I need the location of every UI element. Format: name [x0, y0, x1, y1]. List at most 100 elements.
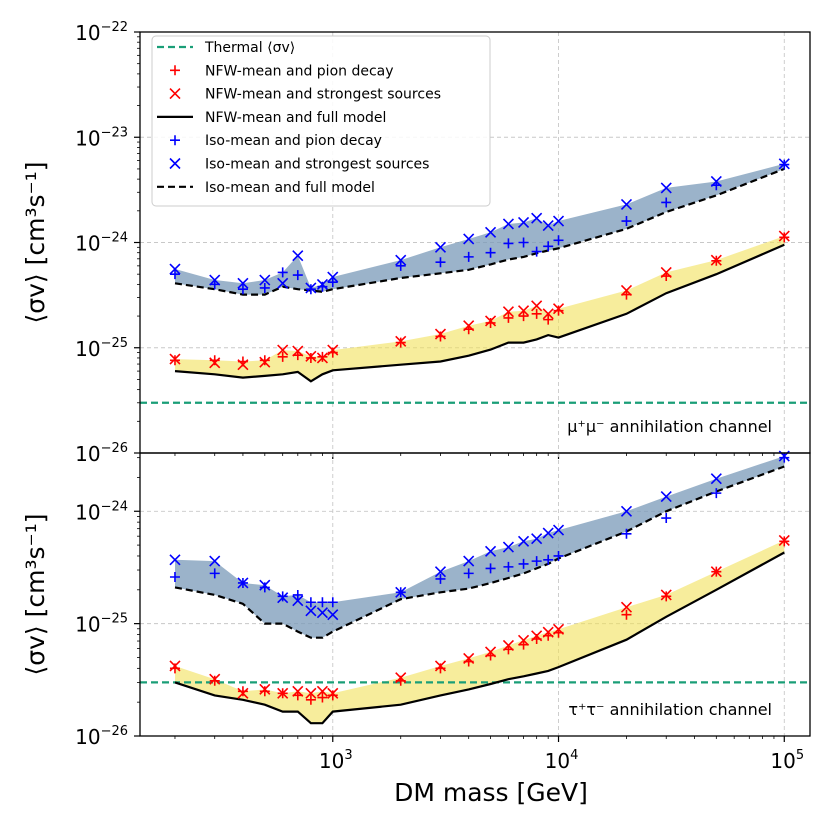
- iso-strongest-sources-marker: [395, 586, 407, 598]
- iso-strongest-sources-marker: [327, 609, 339, 621]
- x-tick-label: 105: [770, 748, 804, 773]
- nfw-strongest-sources-marker: [502, 306, 515, 318]
- nfw-pion-decay-marker: [169, 355, 180, 366]
- iso-pion-decay-marker: [277, 591, 288, 602]
- iso-strongest-sources-marker: [292, 250, 304, 262]
- iso-full-model-line: [174, 465, 785, 639]
- nfw-strongest-sources-marker: [292, 345, 304, 357]
- y-tick-label: 10−23: [75, 125, 128, 150]
- y-tick-label: 10−25: [75, 336, 128, 361]
- legend-label: NFW-mean and full model: [205, 110, 386, 126]
- nfw-strongest-sources-marker: [434, 328, 447, 340]
- nfw-pion-decay-marker: [277, 351, 288, 362]
- iso-strongest-sources-marker: [237, 277, 249, 289]
- legend-marker: [169, 157, 181, 170]
- iso-strongest-sources-marker: [277, 277, 289, 289]
- iso-pion-decay-marker: [305, 284, 316, 295]
- legend-label: Iso-mean and strongest sources: [205, 157, 429, 173]
- channel-label: τ⁺τ⁻ annihilation channel: [568, 700, 772, 719]
- iso-strongest-sources-marker: [710, 473, 722, 485]
- nfw-strongest-sources-marker: [552, 303, 565, 315]
- nfw-strongest-sources-marker: [531, 300, 543, 312]
- iso-strongest-sources-marker: [463, 555, 475, 567]
- nfw-strongest-sources-marker: [542, 308, 554, 320]
- x-tick-label: 103: [319, 748, 353, 773]
- iso-strongest-sources-marker: [259, 579, 271, 591]
- iso-strongest-sources-marker: [517, 216, 530, 229]
- iso-strongest-sources-marker: [463, 233, 475, 245]
- y-tick-label: 10−26: [75, 441, 128, 466]
- iso-pion-decay-marker: [503, 561, 514, 572]
- nfw-pion-decay-marker: [259, 686, 270, 697]
- iso-strongest-sources-marker: [209, 555, 221, 567]
- iso-pion-decay-marker: [395, 260, 406, 271]
- iso-strongest-sources-marker: [434, 241, 447, 253]
- nfw-pion-decay-marker: [779, 232, 790, 243]
- iso-strongest-sources-marker: [209, 274, 221, 286]
- nfw-strongest-sources-marker: [463, 320, 475, 332]
- nfw-pion-decay-marker: [518, 311, 529, 322]
- nfw-pion-decay-marker: [503, 312, 514, 323]
- nfw-pion-decay-marker: [543, 314, 554, 325]
- nfw-strongest-sources-marker: [237, 359, 249, 371]
- nfw-strongest-sources-marker: [305, 687, 317, 699]
- nfw-strongest-sources-marker: [316, 352, 329, 364]
- nfw-strongest-sources-marker: [259, 356, 271, 368]
- legend-label: Iso-mean and full model: [205, 180, 375, 196]
- x-axis-label: DM mass [GeV]: [394, 778, 588, 807]
- iso-pion-decay-marker: [292, 270, 303, 281]
- iso-strongest-sources-marker: [542, 527, 554, 539]
- iso-pion-decay-marker: [485, 247, 496, 258]
- legend-box: [151, 35, 491, 207]
- nfw-strongest-sources-marker: [710, 566, 722, 578]
- top-panel-mumu: 10−22 10−23 10−24 10−25 10−26 ⟨σv⟩ [cm³s⁻¹] μ⁺…: [21, 20, 811, 466]
- channel-label: μ⁺μ⁻ annihilation channel: [567, 417, 772, 436]
- nfw-pion-decay-marker: [317, 692, 328, 703]
- iso-pion-decay-marker: [277, 267, 288, 278]
- nfw-pion-decay-marker: [237, 686, 248, 697]
- iso-strongest-sources-marker: [620, 505, 633, 517]
- legend-marker: [170, 65, 180, 76]
- iso-band: [175, 456, 785, 638]
- legend-label: Iso-mean and pion decay: [205, 133, 382, 149]
- iso-pion-decay-marker: [259, 282, 270, 293]
- iso-strongest-sources-marker: [305, 605, 317, 617]
- iso-strongest-sources-marker: [316, 607, 329, 619]
- iso-pion-decay-marker: [435, 573, 446, 584]
- iso-strongest-sources-marker: [169, 263, 181, 275]
- iso-full-model-line: [174, 167, 785, 296]
- nfw-strongest-sources-marker: [660, 266, 672, 278]
- iso-pion-decay-marker: [169, 572, 180, 583]
- iso-strongest-sources-marker: [710, 175, 722, 188]
- nfw-strongest-sources-marker: [209, 357, 221, 369]
- y-tick-label: 10−24: [75, 231, 128, 256]
- nfw-pion-decay-marker: [209, 675, 220, 686]
- iso-strongest-sources-marker: [531, 212, 543, 224]
- nfw-strongest-sources-marker: [778, 230, 790, 242]
- iso-pion-decay-marker: [711, 488, 722, 499]
- nfw-pion-decay-marker: [305, 352, 316, 363]
- nfw-strongest-sources-marker: [169, 353, 181, 365]
- nfw-strongest-sources-marker: [395, 672, 407, 684]
- iso-strongest-sources-marker: [552, 524, 565, 536]
- legend-marker: [170, 135, 180, 146]
- nfw-pion-decay-marker: [327, 690, 338, 701]
- iso-pion-decay-marker: [435, 257, 446, 268]
- iso-pion-decay-marker: [661, 513, 672, 524]
- nfw-strongest-sources-marker: [484, 646, 497, 658]
- iso-pion-decay-marker: [553, 550, 564, 561]
- bottom-panel-tautau: 10−24 10−25 10−26 103 104 105 ⟨σv⟩ [cm³s⁻¹] τ⁺τ…: [21, 450, 811, 773]
- iso-strongest-sources-marker: [660, 491, 672, 503]
- nfw-strongest-sources-marker: [259, 683, 271, 695]
- iso-pion-decay-marker: [327, 277, 338, 288]
- nfw-strongest-sources-marker: [316, 685, 329, 697]
- iso-pion-decay-marker: [543, 554, 554, 565]
- nfw-pion-decay-marker: [661, 591, 672, 602]
- y-axis-label: ⟨σv⟩ [cm³s⁻¹]: [21, 514, 50, 676]
- iso-strongest-sources-marker: [434, 566, 447, 578]
- nfw-pion-decay-marker: [531, 308, 542, 319]
- iso-pion-decay-marker: [531, 556, 542, 567]
- x-tick-label: 104: [545, 748, 579, 773]
- nfw-strongest-sources-marker: [620, 284, 633, 297]
